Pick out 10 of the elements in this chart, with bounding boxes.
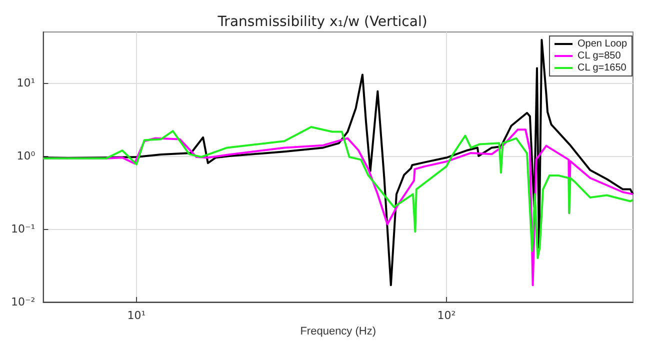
legend-label: Open Loop — [578, 38, 628, 50]
legend-label: CL g=850 — [578, 50, 622, 62]
y-tick-label: 10⁻¹ — [10, 222, 36, 236]
x-axis-title: Frequency (Hz) — [300, 326, 376, 338]
y-tick-label: 10⁰ — [16, 150, 36, 163]
legend-label: CL g=1650 — [578, 62, 627, 74]
y-tick-label: 10¹ — [16, 76, 36, 90]
x-tick-label: 10² — [437, 309, 456, 322]
y-tick-label: 10⁻² — [10, 296, 36, 308]
chart-title: Transmissibility x₁/w (Vertical) — [216, 14, 428, 30]
